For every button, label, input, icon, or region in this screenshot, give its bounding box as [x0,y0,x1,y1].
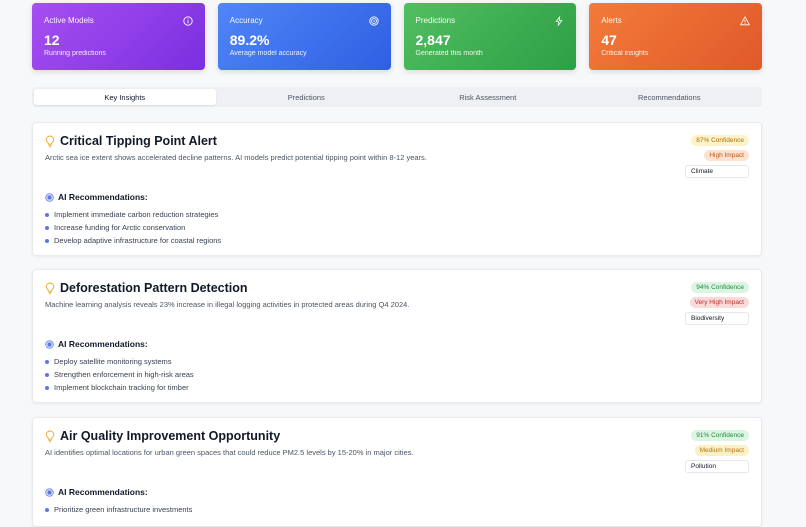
stat-value: 47 [601,32,617,48]
stat-card-predictions: Predictions 2,847 Generated this month [403,3,577,70]
insight-header: Deforestation Pattern Detection [45,281,248,295]
category-badge: Pollution [685,460,749,473]
list-item: Increase funding for Arctic conservation [45,221,221,234]
insight-title: Air Quality Improvement Opportunity [60,429,281,443]
stat-value: 12 [44,32,60,48]
badge-group: 91% Confidence Medium Impact Pollution [685,430,749,477]
recommendation-text: Develop adaptive infrastructure for coas… [54,236,222,245]
recommendation-text: Strengthen enforcement in high-risk area… [54,370,194,379]
stat-value: 89.2% [229,32,270,48]
confidence-badge: 94% Confidence [691,282,749,293]
stat-title: Predictions [415,16,456,25]
bullet-dot [45,225,49,230]
bullet-dot [45,385,49,390]
stat-title: Alerts [601,16,622,25]
lightbulb-icon [45,282,55,294]
recommendation-text: Prioritize green infrastructure investme… [54,505,193,514]
impact-badge: Medium Impact [694,445,749,456]
lightbulb-icon [45,430,55,442]
insight-card-deforestation: Deforestation Pattern Detection Machine … [32,269,762,403]
confidence-badge: 87% Confidence [691,135,749,146]
target-icon [45,192,54,202]
tab-predictions[interactable]: Predictions [287,92,325,102]
stat-subtitle: Running predictions [44,50,106,57]
lightbulb-icon [45,135,55,147]
impact-badge: High Impact [704,150,749,161]
lightning-icon [555,16,563,26]
bullet-dot [45,359,49,364]
category-badge: Biodiversity [685,312,749,325]
recommendations-title: AI Recommendations: [58,339,148,349]
stat-card-alerts: Alerts 47 Critical insights [589,3,762,70]
target-icon [45,487,54,497]
insight-description: Machine learning analysis reveals 23% in… [45,300,410,309]
recommendations-title: AI Recommendations: [58,487,148,497]
stat-title: Active Models [44,16,94,25]
tab-risk-assessment[interactable]: Risk Assessment [459,92,517,102]
tab-bar: Key Insights Predictions Risk Assessment… [32,87,762,107]
stat-value: 2,847 [415,32,451,48]
tab-key-insights[interactable]: Key Insights [34,89,216,105]
recommendations-list: Deploy satellite monitoring systems Stre… [45,355,194,394]
recommendations-list: Prioritize green infrastructure investme… [45,503,192,516]
list-item: Implement blockchain tracking for timber [45,381,194,394]
stat-card-accuracy: Accuracy 89.2% Average model accuracy [217,3,391,70]
insight-description: AI identifies optimal locations for urba… [45,448,414,457]
recommendations-header: AI Recommendations: [45,339,148,349]
target-icon [368,16,379,26]
list-item: Prioritize green infrastructure investme… [45,503,192,516]
stat-subtitle: Average model accuracy [229,50,307,57]
insight-header: Critical Tipping Point Alert [45,134,217,148]
list-item: Develop adaptive infrastructure for coas… [45,234,221,247]
recommendation-text: Implement blockchain tracking for timber [54,383,189,392]
stat-card-active-models: Active Models 12 Running predictions [32,3,205,70]
target-icon [45,339,54,349]
stat-title: Accuracy [229,16,263,25]
recommendations-header: AI Recommendations: [45,192,148,202]
list-item: Deploy satellite monitoring systems [45,355,194,368]
insight-title: Deforestation Pattern Detection [60,281,248,295]
badge-group: 87% Confidence High Impact Climate [685,135,749,182]
recommendations-header: AI Recommendations: [45,487,148,497]
bullet-dot [45,212,49,217]
bullet-dot [45,372,49,377]
recommendations-list: Implement immediate carbon reduction str… [45,208,221,247]
stat-subtitle: Generated this month [415,50,483,57]
insight-card-tipping-point: Critical Tipping Point Alert Arctic sea … [32,122,762,256]
insight-header: Air Quality Improvement Opportunity [45,429,280,443]
confidence-badge: 91% Confidence [691,430,749,441]
stat-subtitle: Critical insights [601,50,649,57]
insight-title: Critical Tipping Point Alert [60,134,217,148]
insight-description: Arctic sea ice extent shows accelerated … [45,153,427,162]
info-icon [183,16,193,26]
list-item: Implement immediate carbon reduction str… [45,208,221,221]
stats-row: Active Models 12 Running predictions Acc… [32,3,762,70]
list-item: Strengthen enforcement in high-risk area… [45,368,194,381]
tab-recommendations[interactable]: Recommendations [637,92,701,102]
recommendation-text: Deploy satellite monitoring systems [54,357,172,366]
insight-card-air-quality: Air Quality Improvement Opportunity AI i… [32,417,762,527]
bullet-dot [45,507,49,512]
recommendation-text: Increase funding for Arctic conservation [54,223,186,232]
badge-group: 94% Confidence Very High Impact Biodiver… [685,282,749,329]
warning-icon [740,16,750,26]
recommendations-title: AI Recommendations: [58,192,148,202]
recommendation-text: Implement immediate carbon reduction str… [54,210,219,219]
category-badge: Climate [685,165,749,178]
impact-badge: Very High Impact [689,297,749,308]
bullet-dot [45,238,49,243]
